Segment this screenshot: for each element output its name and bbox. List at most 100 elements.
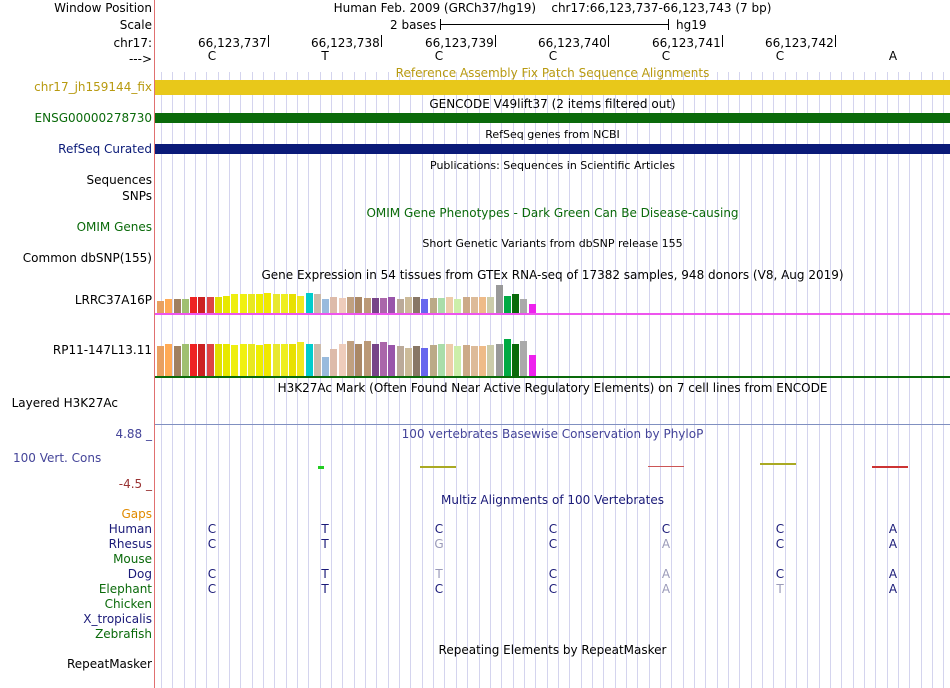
- gtex-tissue-bar[interactable]: [421, 299, 428, 313]
- gtex-tissue-bar[interactable]: [520, 299, 527, 313]
- gtex-tissue-bar[interactable]: [231, 294, 238, 313]
- gtex-tissue-bar[interactable]: [256, 294, 263, 313]
- phylop-signal-pos2[interactable]: [318, 466, 324, 469]
- gtex-tissue-bar[interactable]: [438, 298, 445, 313]
- gtex-tissue-bar[interactable]: [372, 344, 379, 376]
- phylop-signal-pos5[interactable]: [648, 466, 684, 467]
- gencode-item-label[interactable]: ENSG00000278730: [34, 111, 152, 125]
- gtex-tissue-bar[interactable]: [347, 297, 354, 313]
- gtex-tissue-bar[interactable]: [223, 296, 230, 313]
- gtex-tissue-bar[interactable]: [397, 299, 404, 313]
- repeatmasker-item-label[interactable]: RepeatMasker: [66, 657, 152, 671]
- gtex-tissue-bar[interactable]: [174, 299, 181, 313]
- gtex-tissue-bar[interactable]: [182, 344, 189, 376]
- phylop-signal-pos6[interactable]: [760, 463, 796, 465]
- gtex-tissue-bar[interactable]: [264, 293, 271, 313]
- gtex-gene-label-1[interactable]: LRRC37A16P: [74, 293, 152, 307]
- gtex-tissue-bar[interactable]: [231, 345, 238, 376]
- dbsnp-item-label[interactable]: Common dbSNP(155): [22, 251, 152, 265]
- gencode-feature[interactable]: [155, 113, 950, 123]
- gtex-tissue-bar[interactable]: [463, 345, 470, 376]
- gtex-tissue-bar[interactable]: [297, 342, 304, 376]
- multiz-species-label[interactable]: Chicken: [104, 597, 152, 611]
- gtex-tissue-bar[interactable]: [190, 297, 197, 313]
- gtex-gene-label-2[interactable]: RP11-147L13.11: [52, 343, 152, 357]
- gtex-tissue-bar[interactable]: [190, 344, 197, 376]
- gtex-tissue-bar[interactable]: [297, 296, 304, 313]
- gtex-tissue-bar[interactable]: [471, 297, 478, 313]
- gtex-tissue-bar[interactable]: [504, 296, 511, 313]
- gtex-tissue-bar[interactable]: [479, 297, 486, 313]
- gtex-tissue-bar[interactable]: [273, 294, 280, 313]
- fix-patch-item-label[interactable]: chr17_jh159144_fix: [34, 80, 152, 94]
- gtex-tissue-bar[interactable]: [223, 344, 230, 376]
- multiz-species-label[interactable]: Elephant: [98, 582, 152, 596]
- phylop-signal-pos3[interactable]: [420, 466, 456, 468]
- gtex-tissue-bar[interactable]: [256, 345, 263, 376]
- gtex-tissue-bar[interactable]: [281, 294, 288, 313]
- gtex-tissue-bar[interactable]: [248, 294, 255, 313]
- gtex-tissue-bar[interactable]: [339, 298, 346, 313]
- gtex-tissue-bar[interactable]: [339, 344, 346, 376]
- gtex-tissue-bar[interactable]: [421, 348, 428, 376]
- gtex-tissue-bar[interactable]: [504, 339, 511, 376]
- gtex-tissue-bar[interactable]: [405, 297, 412, 313]
- gtex-tissue-bar[interactable]: [330, 297, 337, 313]
- gtex-tissue-bar[interactable]: [355, 297, 362, 313]
- gtex-tissue-bar[interactable]: [240, 294, 247, 313]
- gtex-tissue-bar[interactable]: [454, 299, 461, 313]
- gtex-tissue-bar[interactable]: [413, 297, 420, 313]
- gtex-tissue-bar[interactable]: [322, 357, 329, 376]
- multiz-gaps-label[interactable]: Gaps: [121, 507, 152, 521]
- gtex-tissue-bar[interactable]: [487, 297, 494, 313]
- gtex-tissue-bar[interactable]: [314, 344, 321, 376]
- publications-sequences-label[interactable]: Sequences: [86, 173, 152, 187]
- gtex-tissue-bar[interactable]: [314, 294, 321, 313]
- gtex-chart-gene-2[interactable]: [157, 317, 537, 376]
- gtex-tissue-bar[interactable]: [273, 344, 280, 376]
- gtex-tissue-bar[interactable]: [306, 344, 313, 376]
- gtex-tissue-bar[interactable]: [529, 355, 536, 376]
- gtex-tissue-bar[interactable]: [240, 344, 247, 376]
- gtex-tissue-bar[interactable]: [165, 299, 172, 313]
- gtex-tissue-bar[interactable]: [198, 297, 205, 313]
- gtex-tissue-bar[interactable]: [405, 348, 412, 376]
- gtex-tissue-bar[interactable]: [454, 346, 461, 376]
- gtex-tissue-bar[interactable]: [207, 344, 214, 376]
- multiz-species-label[interactable]: Dog: [127, 567, 152, 581]
- gtex-tissue-bar[interactable]: [380, 342, 387, 376]
- publications-snps-label[interactable]: SNPs: [122, 189, 152, 203]
- multiz-species-label[interactable]: X_tropicalis: [83, 612, 152, 626]
- gtex-tissue-bar[interactable]: [430, 345, 437, 376]
- gtex-tissue-bar[interactable]: [413, 346, 420, 376]
- gtex-tissue-bar[interactable]: [364, 341, 371, 376]
- gtex-tissue-bar[interactable]: [380, 298, 387, 313]
- gtex-chart-gene-1[interactable]: [157, 282, 537, 313]
- refseq-item-label[interactable]: RefSeq Curated: [58, 142, 152, 156]
- gtex-tissue-bar[interactable]: [248, 344, 255, 376]
- gtex-tissue-bar[interactable]: [264, 344, 271, 376]
- gtex-tissue-bar[interactable]: [215, 344, 222, 376]
- gtex-tissue-bar[interactable]: [215, 297, 222, 313]
- gtex-tissue-bar[interactable]: [330, 349, 337, 376]
- gtex-tissue-bar[interactable]: [157, 346, 164, 376]
- gtex-tissue-bar[interactable]: [289, 294, 296, 313]
- omim-item-label[interactable]: OMIM Genes: [76, 220, 152, 234]
- gtex-tissue-bar[interactable]: [512, 294, 519, 313]
- gtex-tissue-bar[interactable]: [471, 346, 478, 376]
- gtex-tissue-bar[interactable]: [479, 346, 486, 376]
- gtex-tissue-bar[interactable]: [322, 299, 329, 313]
- gtex-tissue-bar[interactable]: [165, 344, 172, 376]
- gtex-tissue-bar[interactable]: [174, 346, 181, 376]
- gtex-tissue-bar[interactable]: [355, 344, 362, 376]
- multiz-species-label[interactable]: Mouse: [113, 552, 152, 566]
- gtex-tissue-bar[interactable]: [463, 297, 470, 313]
- phylop-item-label[interactable]: 100 Vert. Cons: [13, 451, 102, 465]
- multiz-species-label[interactable]: Rhesus: [108, 537, 152, 551]
- gtex-tissue-bar[interactable]: [281, 344, 288, 376]
- gtex-tissue-bar[interactable]: [496, 344, 503, 376]
- gtex-tissue-bar[interactable]: [289, 344, 296, 376]
- gtex-tissue-bar[interactable]: [364, 298, 371, 313]
- refseq-feature[interactable]: [155, 144, 950, 154]
